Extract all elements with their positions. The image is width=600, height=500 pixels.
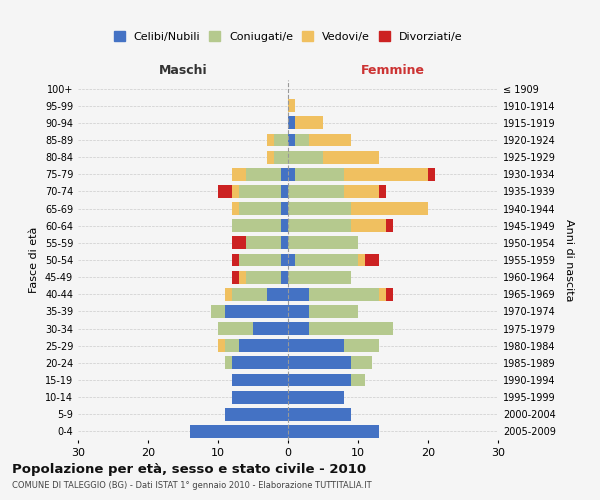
Bar [288, 168, 295, 180]
Bar [288, 374, 351, 386]
Bar [288, 185, 344, 198]
Bar [379, 288, 386, 300]
Bar [288, 356, 351, 370]
Bar [267, 288, 288, 300]
Bar [288, 408, 351, 420]
Bar [295, 254, 358, 266]
Bar [344, 340, 379, 352]
Bar [288, 270, 351, 283]
Bar [288, 288, 309, 300]
Bar [232, 236, 246, 250]
Bar [239, 270, 246, 283]
Bar [253, 322, 288, 335]
Bar [239, 185, 281, 198]
Bar [344, 168, 428, 180]
Bar [288, 202, 351, 215]
Text: Popolazione per età, sesso e stato civile - 2010: Popolazione per età, sesso e stato civil… [12, 462, 366, 475]
Bar [225, 408, 288, 420]
Bar [351, 374, 365, 386]
Bar [309, 322, 393, 335]
Bar [267, 134, 274, 146]
Text: Femmine: Femmine [361, 64, 425, 78]
Bar [239, 254, 281, 266]
Bar [232, 390, 288, 404]
Bar [246, 168, 281, 180]
Bar [288, 340, 344, 352]
Bar [309, 305, 358, 318]
Legend: Celibi/Nubili, Coniugati/e, Vedovi/e, Divorziati/e: Celibi/Nubili, Coniugati/e, Vedovi/e, Di… [110, 28, 466, 45]
Bar [232, 168, 246, 180]
Bar [309, 134, 351, 146]
Bar [225, 288, 232, 300]
Bar [344, 185, 379, 198]
Bar [365, 254, 379, 266]
Bar [281, 168, 288, 180]
Bar [428, 168, 435, 180]
Bar [246, 236, 281, 250]
Bar [274, 150, 288, 164]
Bar [295, 168, 344, 180]
Bar [288, 254, 295, 266]
Bar [281, 254, 288, 266]
Bar [323, 150, 379, 164]
Bar [218, 322, 253, 335]
Bar [288, 236, 358, 250]
Bar [288, 150, 323, 164]
Bar [190, 425, 288, 438]
Bar [386, 220, 393, 232]
Y-axis label: Anni di nascita: Anni di nascita [564, 219, 574, 301]
Bar [288, 100, 295, 112]
Bar [358, 254, 365, 266]
Bar [274, 134, 288, 146]
Bar [239, 340, 288, 352]
Bar [218, 340, 225, 352]
Bar [288, 134, 295, 146]
Bar [351, 220, 386, 232]
Bar [288, 322, 309, 335]
Bar [351, 356, 372, 370]
Bar [309, 288, 379, 300]
Bar [232, 254, 239, 266]
Bar [239, 202, 281, 215]
Bar [246, 270, 281, 283]
Bar [288, 305, 309, 318]
Text: COMUNE DI TALEGGIO (BG) - Dati ISTAT 1° gennaio 2010 - Elaborazione TUTTITALIA.I: COMUNE DI TALEGGIO (BG) - Dati ISTAT 1° … [12, 481, 371, 490]
Bar [281, 202, 288, 215]
Bar [232, 185, 239, 198]
Bar [225, 305, 288, 318]
Bar [351, 202, 428, 215]
Bar [218, 185, 232, 198]
Bar [295, 116, 323, 130]
Bar [281, 185, 288, 198]
Bar [379, 185, 386, 198]
Bar [232, 220, 281, 232]
Bar [288, 116, 295, 130]
Bar [211, 305, 225, 318]
Bar [267, 150, 274, 164]
Bar [281, 236, 288, 250]
Bar [288, 220, 351, 232]
Bar [232, 288, 267, 300]
Bar [225, 356, 232, 370]
Bar [288, 390, 344, 404]
Bar [225, 340, 239, 352]
Bar [288, 425, 379, 438]
Bar [232, 374, 288, 386]
Bar [232, 202, 239, 215]
Bar [281, 220, 288, 232]
Y-axis label: Fasce di età: Fasce di età [29, 227, 39, 293]
Bar [232, 356, 288, 370]
Bar [232, 270, 239, 283]
Text: Maschi: Maschi [158, 64, 208, 78]
Bar [281, 270, 288, 283]
Bar [295, 134, 309, 146]
Bar [386, 288, 393, 300]
